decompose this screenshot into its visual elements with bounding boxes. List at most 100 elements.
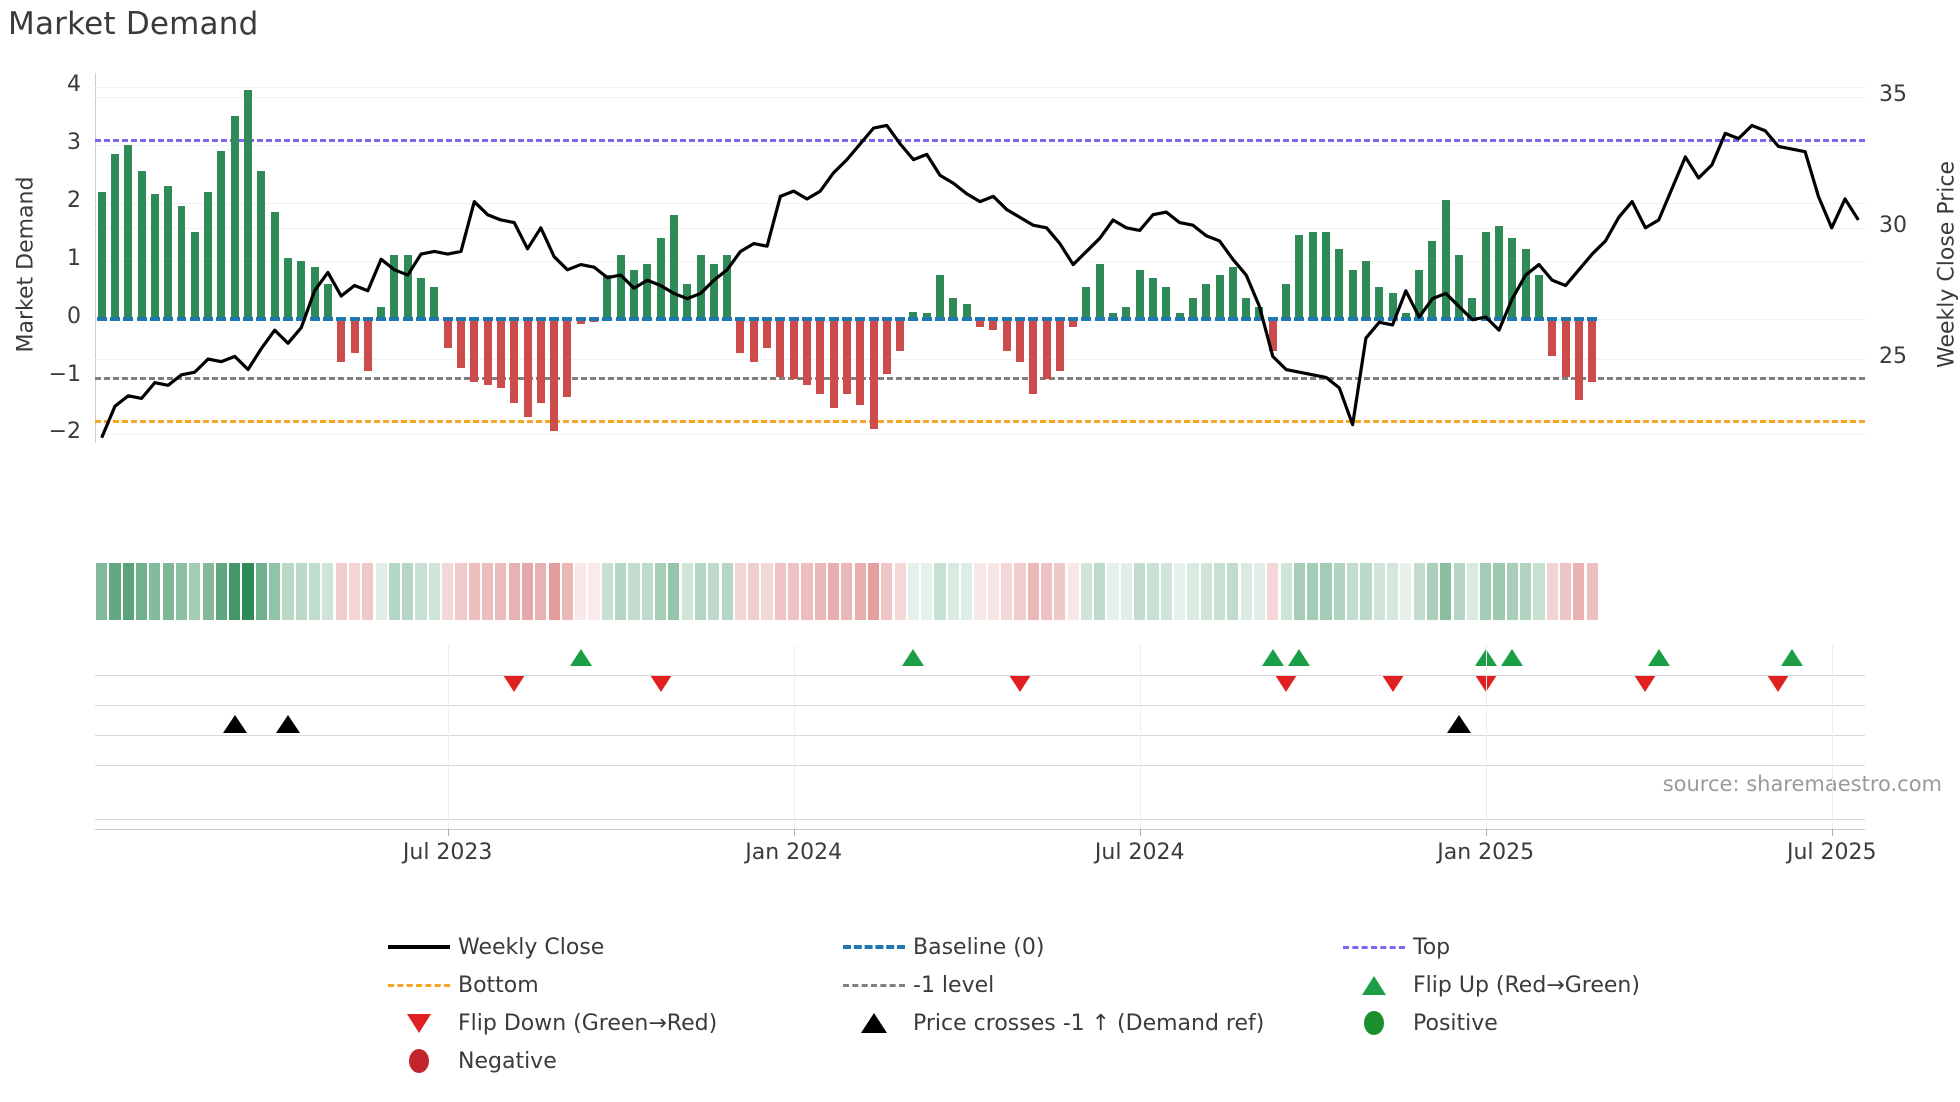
baseline-segment <box>1334 316 1345 321</box>
demand-bar <box>124 145 133 319</box>
heat-cell <box>1200 563 1212 620</box>
baseline-segment <box>948 316 959 321</box>
heat-cell <box>1413 563 1425 620</box>
baseline-segment <box>243 316 254 321</box>
baseline-segment <box>828 316 839 321</box>
heat-cell <box>801 563 813 620</box>
demand-bar <box>1175 312 1184 319</box>
demand-bar <box>1574 318 1583 400</box>
heat-cell <box>1573 563 1585 620</box>
flip-up-marker <box>1647 649 1670 666</box>
baseline-segment <box>376 316 387 321</box>
baseline-segment <box>163 316 174 321</box>
heat-cell <box>442 563 454 620</box>
x-axis-tick-label: Jul 2023 <box>402 840 493 865</box>
heat-cell <box>1040 563 1053 620</box>
demand-bar <box>709 263 718 319</box>
heat-cell <box>109 563 121 620</box>
heat-cell <box>1466 563 1478 620</box>
legend-item-bottom[interactable]: Bottom <box>380 973 835 998</box>
x-axis-tick <box>1139 829 1141 836</box>
heat-cell <box>1067 563 1079 620</box>
y-axis-left-tick: 1 <box>67 245 81 271</box>
baseline-segment <box>136 316 147 321</box>
baseline-segment <box>495 316 506 321</box>
heat-cell <box>655 563 667 620</box>
baseline-segment <box>695 316 706 321</box>
y-axis-left-tick: −2 <box>48 419 81 445</box>
baseline-segment <box>1573 316 1584 321</box>
demand-bar <box>1495 226 1503 319</box>
heat-cell <box>1147 563 1159 620</box>
heat-cell <box>135 563 148 620</box>
legend-item-baseline[interactable]: Baseline (0) <box>835 935 1335 960</box>
demand-bar <box>1348 269 1357 319</box>
baseline-segment <box>1321 316 1331 321</box>
demand-bar <box>1455 255 1464 319</box>
heat-cell <box>428 563 440 620</box>
heat-cell <box>1174 563 1186 620</box>
heat-cell <box>322 563 334 620</box>
legend-item-flip-down[interactable]: Flip Down (Green→Red) <box>380 1011 835 1036</box>
baseline-segment <box>109 316 120 321</box>
heat-cell <box>242 563 254 620</box>
demand-intensity-strip <box>95 563 1865 620</box>
heat-cell <box>508 563 520 620</box>
baseline-segment <box>455 316 466 321</box>
baseline-segment <box>1374 316 1385 321</box>
baseline-segment <box>522 316 533 321</box>
flip-down-marker <box>1008 675 1031 692</box>
y-axis-left-tick: 3 <box>67 130 81 156</box>
heat-cell <box>788 563 800 620</box>
price-cross-marker <box>222 715 247 733</box>
heat-cell <box>774 563 786 620</box>
legend-item-negative[interactable]: Negative <box>380 1049 835 1074</box>
legend-item-price-cross[interactable]: Price crosses -1 ↑ (Demand ref) <box>835 1011 1335 1036</box>
legend-label: Weekly Close <box>458 934 605 960</box>
dashed-blue-line-icon <box>835 945 913 949</box>
heat-cell <box>1134 563 1146 620</box>
heat-cell <box>974 563 986 620</box>
demand-bar <box>217 151 226 319</box>
baseline-segment <box>1041 316 1052 321</box>
baseline-segment <box>1148 316 1158 321</box>
baseline-segment <box>881 316 892 321</box>
baseline-segment <box>429 316 440 321</box>
y-axis-left-spine <box>95 73 96 443</box>
bottom-reference-line <box>95 419 1865 423</box>
heat-cell <box>561 563 574 620</box>
demand-bar <box>1481 231 1490 319</box>
baseline-segment <box>482 316 493 321</box>
demand-bar <box>656 237 665 319</box>
x-axis-tick-label: Jul 2025 <box>1786 840 1877 865</box>
legend-item-weekly-close[interactable]: Weekly Close <box>380 935 835 960</box>
demand-bar <box>976 318 984 328</box>
demand-bar <box>137 171 146 319</box>
baseline-segment <box>509 316 520 321</box>
price-cross-marker <box>1447 715 1472 733</box>
baseline-segment <box>149 316 160 321</box>
demand-bar <box>110 153 119 319</box>
demand-bar <box>1082 286 1091 319</box>
heat-cell <box>1213 563 1226 620</box>
demand-bar <box>1042 318 1051 380</box>
demand-bars-panel <box>95 73 1865 443</box>
baseline-segment <box>975 316 985 321</box>
legend-item-flip-up[interactable]: Flip Up (Red→Green) <box>1335 973 1680 998</box>
heat-cell <box>1027 563 1039 620</box>
legend-item-positive[interactable]: Positive <box>1335 1011 1680 1036</box>
legend-item-minus-one-level[interactable]: -1 level <box>835 973 1335 998</box>
demand-bar <box>736 318 745 354</box>
baseline-segment <box>1387 316 1398 321</box>
heat-cell <box>867 563 880 620</box>
heat-cell <box>1520 563 1532 620</box>
heat-cell <box>814 563 826 620</box>
demand-bar <box>789 318 798 380</box>
y-axis-right-title: Weekly Close Price <box>1934 161 1960 368</box>
source-note: source: sharemaestro.com <box>1662 772 1942 796</box>
legend-label: Flip Up (Red→Green) <box>1413 972 1640 998</box>
baseline-segment <box>708 316 719 321</box>
baseline-segment <box>229 316 240 321</box>
legend-item-top[interactable]: Top <box>1335 935 1680 960</box>
heat-cell <box>375 563 387 620</box>
